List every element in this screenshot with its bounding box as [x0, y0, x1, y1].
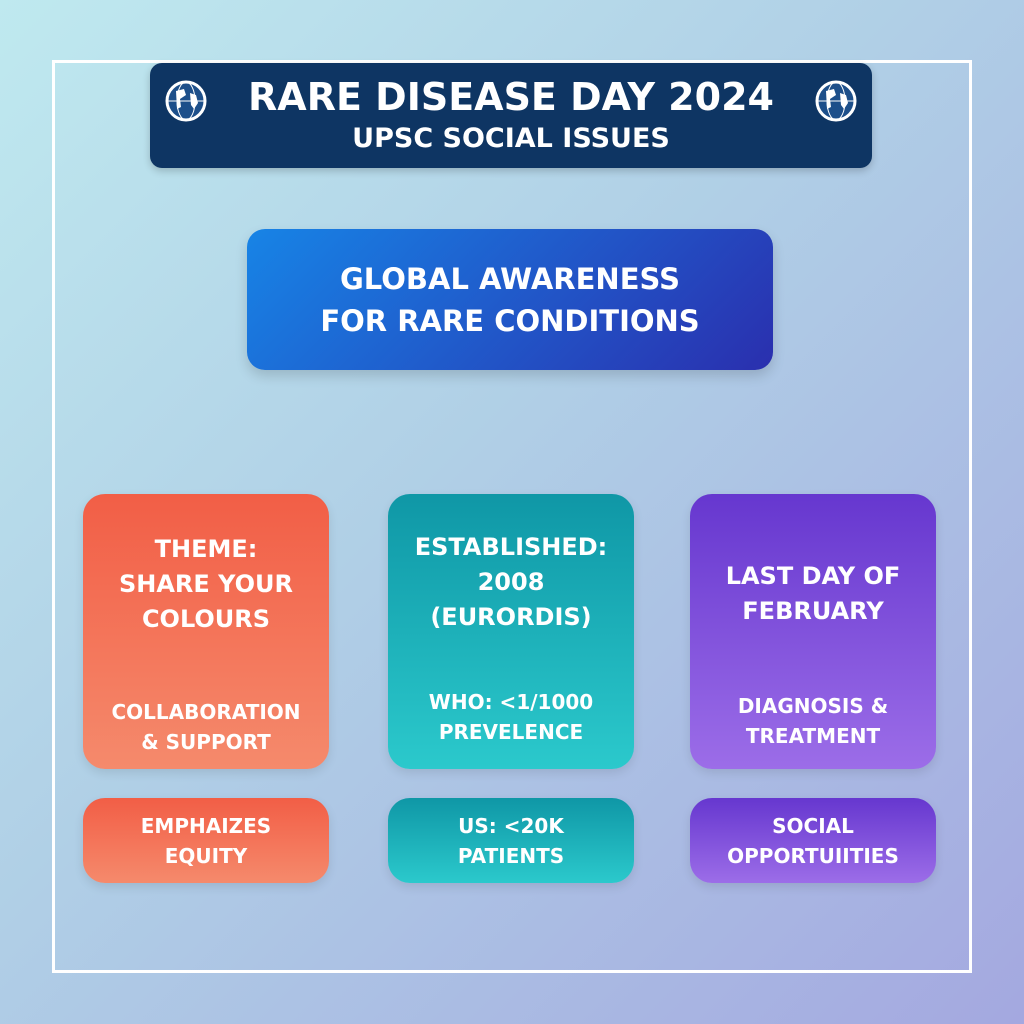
header-banner: RARE DISEASE DAY 2024 UPSC SOCIAL ISSUES: [150, 63, 872, 168]
card-footer-text: OPPORTUIITIES: [727, 843, 899, 868]
banner-line: GLOBAL AWARENESS: [340, 261, 680, 296]
card-title: THEME:: [154, 535, 258, 563]
card-title: SHARE YOUR: [118, 570, 294, 598]
awareness-banner: GLOBAL AWARENESS FOR RARE CONDITIONS: [247, 229, 773, 370]
card-title: FEBRUARY: [742, 597, 884, 625]
globe-icon: [815, 80, 857, 122]
theme-card: THEME: SHARE YOUR COLOURS COLLABORATION …: [83, 494, 329, 769]
card-footer-text: US: <20K: [458, 813, 564, 838]
globe-icon: [165, 80, 207, 122]
card-subtext: PREVELENCE: [438, 720, 584, 744]
header-subtitle: UPSC SOCIAL ISSUES: [352, 123, 670, 154]
card-subtext: TREATMENT: [745, 724, 881, 748]
us-patients-card: US: <20K PATIENTS: [388, 798, 634, 883]
card-title: LAST DAY OF: [725, 562, 901, 590]
card-title: COLOURS: [141, 605, 271, 633]
card-subtext: WHO: <1/1000: [428, 690, 594, 714]
header-title: RARE DISEASE DAY 2024: [248, 75, 774, 119]
card-title: 2008: [477, 568, 545, 596]
card-footer-text: EMPHAIZES: [140, 813, 272, 838]
page-frame: [52, 60, 972, 973]
banner-line: FOR RARE CONDITIONS: [320, 303, 700, 338]
equity-card: EMPHAIZES EQUITY: [83, 798, 329, 883]
card-subtext: DIAGNOSIS &: [737, 694, 889, 718]
established-card: ESTABLISHED: 2008 (EURORDIS) WHO: <1/100…: [388, 494, 634, 769]
card-footer-text: SOCIAL: [772, 813, 854, 838]
card-subtext: & SUPPORT: [141, 730, 271, 754]
card-footer-text: EQUITY: [164, 843, 248, 868]
card-subtext: COLLABORATION: [111, 700, 301, 724]
social-card: SOCIAL OPPORTUIITIES: [690, 798, 936, 883]
card-footer-text: PATIENTS: [457, 843, 565, 868]
card-title: (EURORDIS): [430, 603, 592, 631]
date-card: LAST DAY OF FEBRUARY DIAGNOSIS & TREATME…: [690, 494, 936, 769]
card-title: ESTABLISHED:: [414, 533, 608, 561]
